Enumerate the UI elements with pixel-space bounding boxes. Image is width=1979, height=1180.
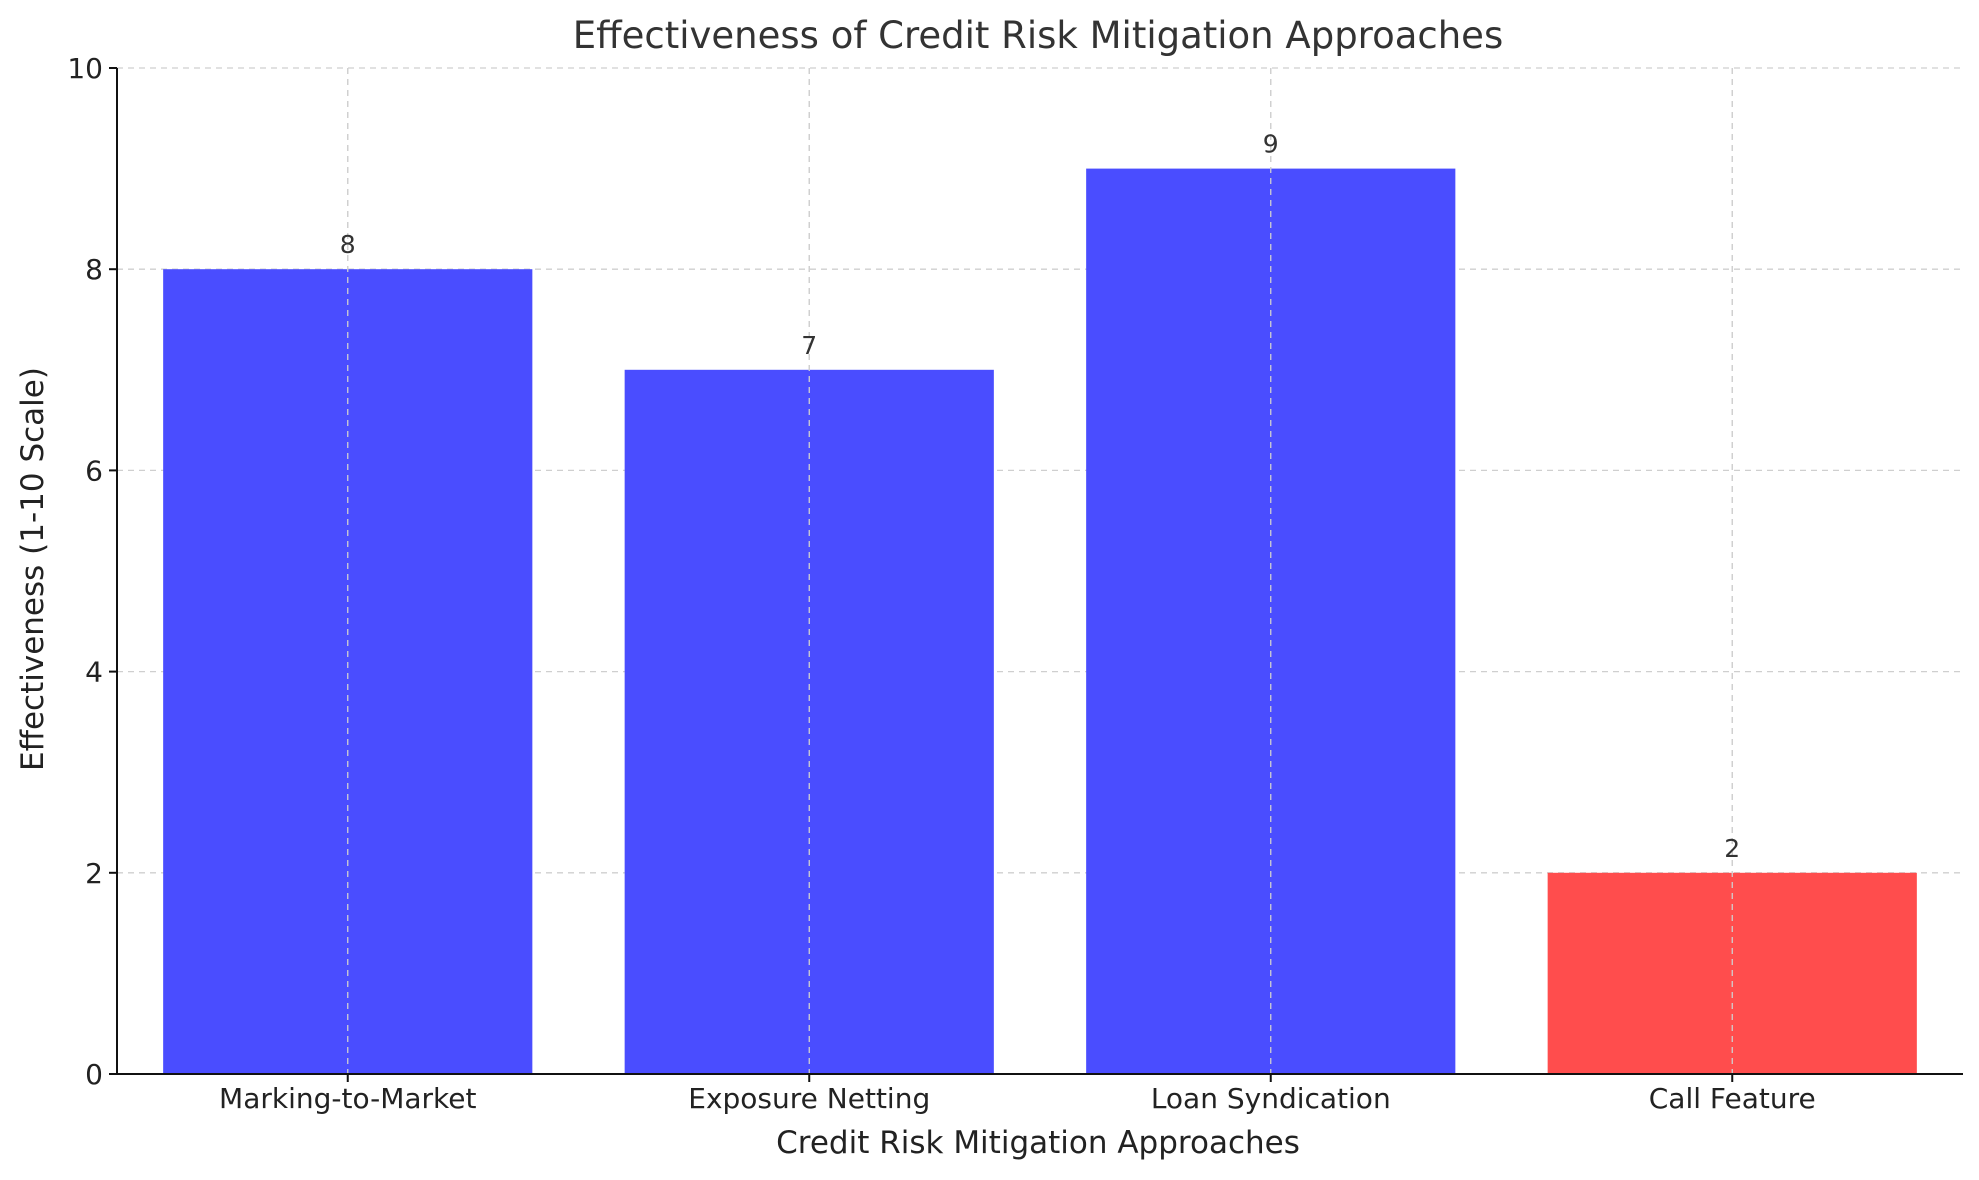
bar-value-label: 8	[340, 230, 356, 259]
bar-value-label: 9	[1263, 130, 1279, 159]
bar-value-label: 2	[1724, 834, 1740, 863]
x-tick-label: Marking-to-Market	[219, 1082, 476, 1115]
axes-layer	[109, 67, 1963, 1082]
x-axis-title: Credit Risk Mitigation Approaches	[776, 1125, 1300, 1161]
bar-value-label: 7	[801, 331, 817, 360]
y-tick-label: 4	[85, 656, 103, 689]
y-tick-label: 0	[85, 1058, 103, 1091]
y-tick-label: 6	[85, 454, 103, 487]
x-tick-label: Exposure Netting	[688, 1082, 930, 1115]
y-tick-label: 8	[85, 253, 103, 286]
x-tick-label: Call Feature	[1649, 1082, 1816, 1115]
bars-layer	[163, 68, 1917, 1075]
y-tick-label: 2	[85, 857, 103, 890]
x-tick-label: Loan Syndication	[1151, 1082, 1391, 1115]
y-axis-title: Effectiveness (1-10 Scale)	[15, 367, 51, 771]
labels-layer: 0 2 4 6 8 10 Marking-to-Market Exposure Netting…	[67, 52, 1815, 1115]
chart-title: Effectiveness of Credit Risk Mitigation …	[573, 14, 1503, 57]
y-tick-label: 10	[67, 52, 103, 85]
